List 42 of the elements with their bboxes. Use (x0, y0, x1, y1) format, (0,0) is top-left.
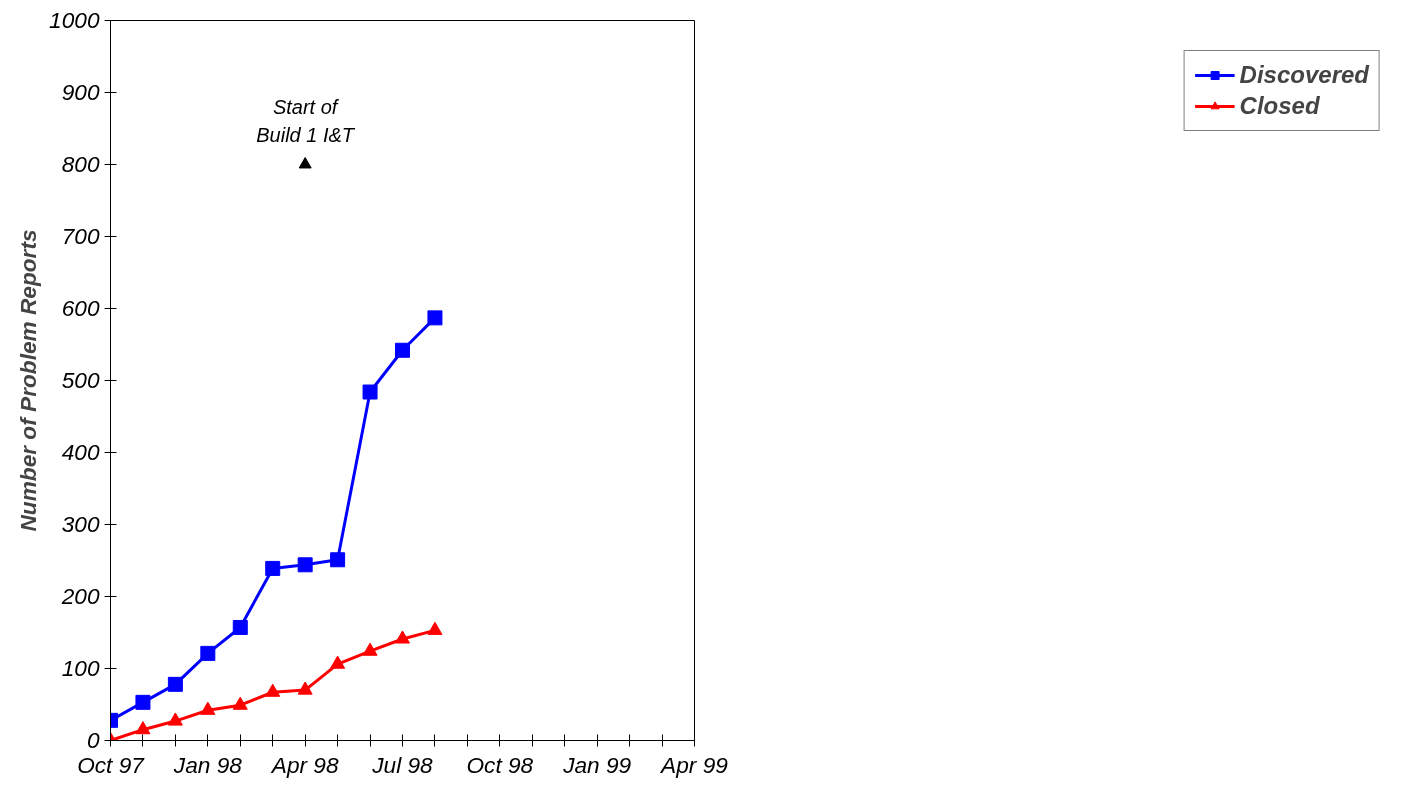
y-axis-title: Number of Problem Reports (15, 229, 42, 532)
point (200, 645, 216, 661)
y-tick-label: 0 (86, 727, 100, 753)
point (427, 310, 443, 326)
y-tick-label: 900 (61, 79, 100, 105)
x-tick-label: Oct 97 (77, 751, 146, 778)
point (427, 621, 443, 635)
y-tick-label: 100 (61, 655, 100, 681)
legend-label: Closed (1239, 92, 1320, 120)
x-tick-label: Oct 98 (466, 751, 534, 778)
x-tick-label: Jan 99 (562, 751, 632, 778)
y-tick-label: 800 (61, 151, 100, 177)
point (135, 694, 151, 710)
legend-label: Discovered (1239, 61, 1369, 89)
y-tick-label: 200 (60, 583, 100, 609)
x-tick-label: Apr 98 (269, 751, 339, 778)
point (362, 384, 378, 400)
annotation: Start of Build 1 I&T (256, 95, 356, 147)
point (297, 557, 313, 573)
point (395, 342, 410, 358)
y-tick-label: 400 (61, 439, 100, 465)
point (297, 681, 313, 695)
y-tick-label: 1000 (49, 7, 100, 33)
point (362, 642, 378, 656)
point (265, 683, 281, 697)
y-tick-label: 500 (61, 367, 100, 393)
point (330, 552, 346, 568)
x-tick-label: Jul 98 (371, 751, 434, 778)
point (330, 655, 346, 669)
point (232, 696, 248, 710)
y-tick-label: 700 (61, 223, 100, 249)
x-tick-label: Jan 98 (172, 751, 243, 778)
x-tick-label: Apr 99 (659, 751, 729, 778)
point (200, 701, 216, 715)
point (232, 619, 248, 635)
point (395, 630, 410, 644)
point (265, 560, 281, 576)
point (135, 721, 151, 735)
point (167, 712, 183, 726)
y-tick-label: 300 (61, 511, 100, 537)
point (167, 676, 183, 692)
y-tick-label: 600 (61, 295, 100, 321)
